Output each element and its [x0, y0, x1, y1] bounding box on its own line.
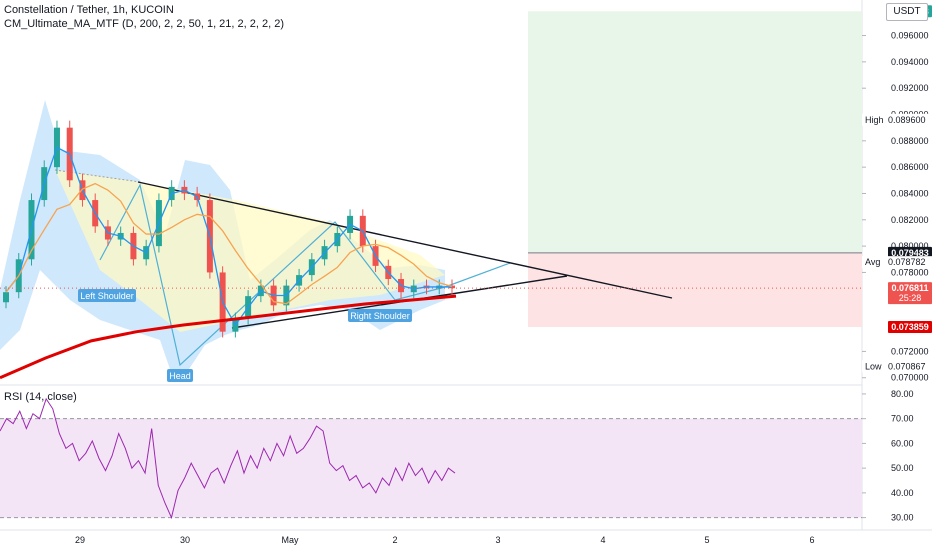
- rsi-line: [0, 397, 456, 520]
- indicator-label: CM_Ultimate_MA_MTF (D, 200, 2, 2, 50, 1,…: [4, 18, 285, 30]
- axis-price-value: 0.073859: [891, 322, 929, 332]
- axis-label-value: 0.070867: [888, 361, 926, 371]
- stop-zone: [528, 252, 862, 327]
- price-tick-label: 0.092000: [891, 83, 929, 93]
- time-tick-label: 6: [809, 535, 814, 545]
- time-tick-label: 4: [600, 535, 605, 545]
- rsi-band: [0, 418, 862, 518]
- axis-price-badge: [888, 320, 932, 333]
- rsi-tick-label: 30.00: [891, 513, 914, 523]
- target-zone: [528, 11, 862, 253]
- annotation-badge: [348, 309, 412, 322]
- time-tick-label: 3: [495, 535, 500, 545]
- time-tick-label: May: [281, 535, 299, 545]
- time-tick-label: 29: [75, 535, 85, 545]
- axis-price-badge: [888, 246, 932, 259]
- annotation-left-shoulder: Left Shoulder: [80, 291, 134, 301]
- axis-label-box: [862, 256, 932, 269]
- annotation-badge: [78, 289, 136, 302]
- axis-label-box: [862, 360, 932, 373]
- price-tick-label: 0.088000: [891, 136, 929, 146]
- time-tick-label: 2: [392, 535, 397, 545]
- axis-label-box: [862, 113, 932, 126]
- price-tick-label: 0.094000: [891, 57, 929, 67]
- rsi-tick-label: 60.00: [891, 438, 914, 448]
- rsi-tick-label: 50.00: [891, 463, 914, 473]
- pattern-fill: [55, 170, 445, 332]
- axis-price-badge: [888, 282, 932, 305]
- axis-price-value: 0.076811: [891, 283, 928, 293]
- price-tick-label: 0.070000: [891, 373, 929, 383]
- upper-trendline: [137, 181, 673, 299]
- annotation-right-shoulder: Right Shoulder: [350, 311, 410, 321]
- annotation-head: Head: [169, 371, 191, 381]
- time-tick-label: 5: [704, 535, 709, 545]
- fast-ma-line: [5, 146, 452, 327]
- rsi-tick-label: 40.00: [891, 488, 914, 498]
- chart-title: Constellation / Tether, 1h, KUCOIN: [4, 4, 174, 16]
- ma-200-line: [0, 294, 457, 380]
- rsi-label: RSI (14, close): [4, 391, 77, 403]
- axis-label-name: Low: [865, 361, 882, 371]
- axis-price-value: 0.079483: [891, 248, 929, 258]
- countdown-label: 25:28: [899, 293, 922, 303]
- price-tick-label: 0.084000: [891, 188, 929, 198]
- price-tick-label: 0.078000: [891, 267, 929, 277]
- price-tick-label: 0.096000: [891, 31, 929, 41]
- axis-label-name: High: [865, 115, 884, 125]
- annotation-badge: [167, 369, 193, 382]
- axis-label-value: 0.078782: [888, 257, 926, 267]
- slow-ma-line: [5, 182, 453, 305]
- rsi-tick-label: 80.00: [891, 389, 914, 399]
- axis-label-value: 0.089600: [888, 115, 926, 125]
- currency-button[interactable]: USDT: [886, 3, 928, 21]
- time-tick-label: 30: [180, 535, 190, 545]
- axis-label-name: Avg: [865, 257, 880, 267]
- price-tick-label: 0.080000: [891, 241, 929, 251]
- price-tick-label: 0.086000: [891, 162, 929, 172]
- rsi-tick-label: 70.00: [891, 414, 914, 424]
- price-tick-label: 0.072000: [891, 346, 929, 356]
- candle: [3, 292, 9, 303]
- price-tick-label: 0.082000: [891, 215, 929, 225]
